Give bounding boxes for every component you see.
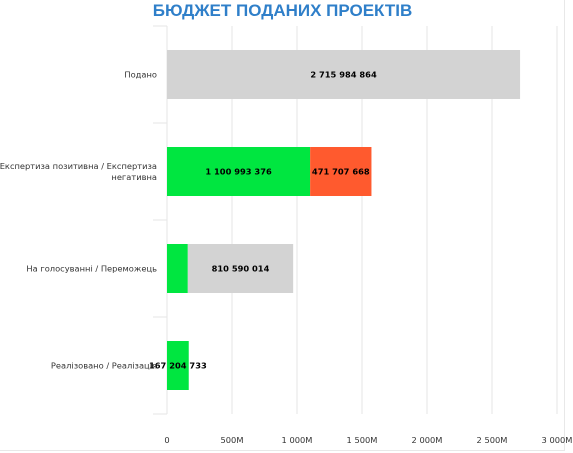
data-label: 471 707 668 bbox=[312, 167, 370, 177]
x-tick-label: 1 500M bbox=[347, 435, 378, 445]
category-label: На голосуванні / Переможець bbox=[26, 264, 157, 274]
bar-segment bbox=[167, 50, 521, 99]
data-label: 810 590 014 bbox=[212, 264, 270, 274]
bar-segment bbox=[187, 244, 294, 293]
data-label: 2 715 984 864 bbox=[310, 70, 377, 80]
bar-segment bbox=[167, 341, 189, 390]
bar-segment bbox=[167, 147, 311, 196]
data-label: 167 204 733 bbox=[149, 361, 207, 371]
bar-segment bbox=[310, 147, 372, 196]
x-tick-label: 500M bbox=[221, 435, 244, 445]
bar-segment bbox=[167, 244, 188, 293]
chart-title: БЮДЖЕТ ПОДАНИХ ПРОЕКТІВ bbox=[152, 1, 413, 20]
x-tick-label: 2 000M bbox=[412, 435, 443, 445]
x-tick-label: 2 500M bbox=[477, 435, 508, 445]
data-label: 1 100 993 376 bbox=[205, 167, 272, 177]
category-label: негативна bbox=[111, 172, 157, 182]
x-tick-label: 1 000M bbox=[282, 435, 313, 445]
category-label: Подано bbox=[124, 70, 157, 80]
category-label: Реалізовано / Реалізація bbox=[51, 361, 157, 371]
x-tick-label: 3 000M bbox=[542, 435, 573, 445]
category-label: Експертиза позитивна / Експертиза bbox=[0, 161, 157, 171]
x-tick-label: 0 bbox=[164, 435, 169, 445]
